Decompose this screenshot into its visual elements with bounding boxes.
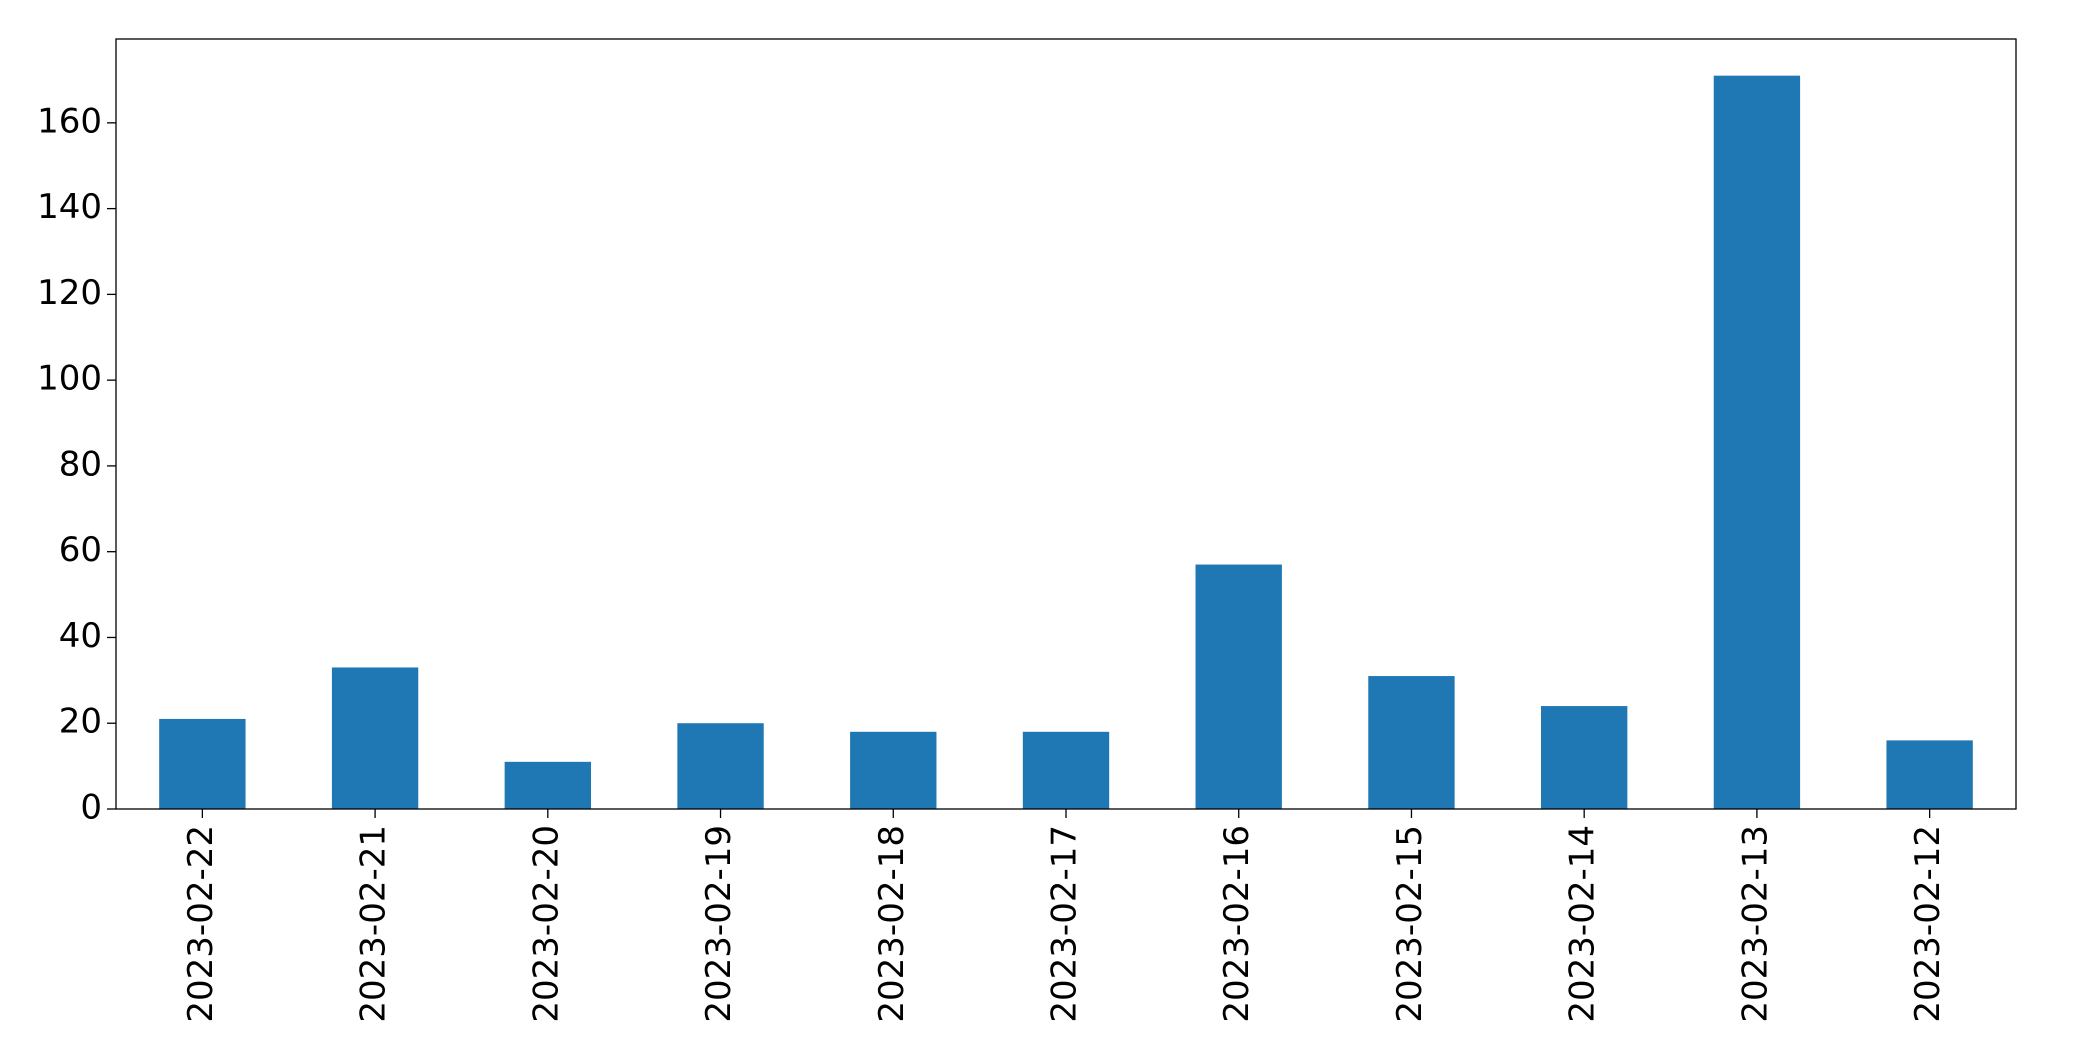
y-tick-label: 80 (59, 444, 102, 484)
y-tick-label: 40 (59, 616, 102, 656)
x-tick-label: 2023-02-12 (1908, 825, 1948, 1023)
y-tick-label: 0 (80, 788, 102, 828)
bar (1713, 75, 1801, 809)
bar (504, 761, 591, 809)
bar (850, 731, 937, 809)
x-tick-label: 2023-02-19 (699, 825, 739, 1023)
x-tick-label: 2023-02-20 (526, 825, 566, 1023)
bar (1195, 564, 1282, 809)
bar (1541, 706, 1628, 809)
y-tick-label: 120 (37, 273, 102, 313)
bar (677, 723, 764, 809)
bar (159, 718, 246, 809)
axes-frame (115, 38, 2017, 810)
x-tick-label: 2023-02-17 (1045, 825, 1085, 1023)
y-tick-label: 60 (59, 530, 102, 570)
bar (331, 667, 419, 809)
x-tick-label: 2023-02-15 (1390, 825, 1430, 1023)
y-tick-label: 160 (37, 101, 102, 141)
x-tick-label: 2023-02-16 (1217, 825, 1257, 1023)
x-tick-label: 2023-02-18 (872, 825, 912, 1023)
y-tick-label: 20 (59, 702, 102, 742)
x-tick-label: 2023-02-21 (354, 825, 394, 1023)
x-tick-label: 2023-02-22 (181, 825, 221, 1023)
bar (1368, 676, 1455, 809)
y-tick-label: 100 (37, 359, 102, 399)
bar (1022, 731, 1110, 809)
x-tick-label: 2023-02-14 (1563, 825, 1603, 1023)
bar (1886, 740, 1973, 809)
y-tick-label: 140 (37, 187, 102, 227)
x-tick-label: 2023-02-13 (1735, 825, 1775, 1023)
